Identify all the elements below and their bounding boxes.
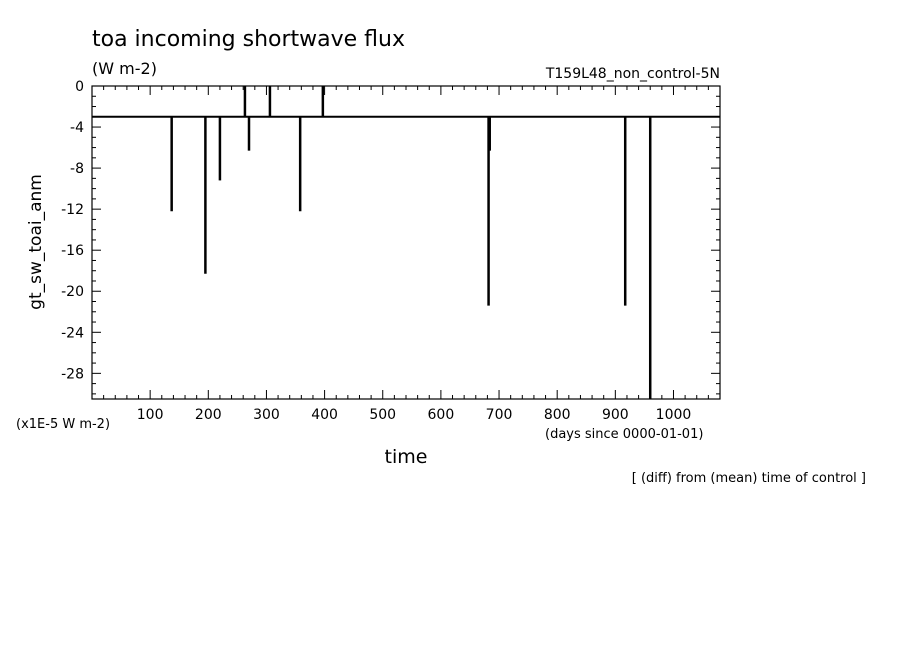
y-tick-label: -24 (61, 325, 84, 341)
x-tick-label: 600 (428, 407, 455, 423)
chart-title: toa incoming shortwave flux (92, 27, 405, 52)
y-tick-label: -16 (61, 243, 84, 259)
y-axis-label: gt_sw_toai_anm (26, 174, 46, 310)
y-tick-label: -28 (61, 366, 84, 382)
x-tick-label: 200 (195, 407, 222, 423)
plot-frame (91, 85, 721, 400)
x-axis-units: (days since 0000-01-01) (545, 427, 703, 442)
y-axis: 0 -4 -8 -12 -16 -20 -24 -28 (61, 79, 720, 395)
x-tick-label: 400 (311, 407, 338, 423)
x-tick-label: 100 (137, 407, 164, 423)
x-tick-label: 500 (369, 407, 396, 423)
x-tick-label: 700 (486, 407, 513, 423)
y-tick-label: 0 (75, 79, 84, 95)
plot-marks (92, 86, 720, 399)
y-scale-note: (x1E-5 W m-2) (16, 417, 110, 432)
x-tick-label: 800 (544, 407, 571, 423)
chart-units: (W m-2) (92, 59, 157, 78)
x-axis: 100 200 300 400 500 600 700 800 900 1000 (91, 86, 721, 423)
x-tick-label: 300 (253, 407, 280, 423)
y-tick-label: -4 (70, 120, 84, 136)
x-tick-label: 900 (602, 407, 629, 423)
y-tick-label: -12 (61, 202, 84, 218)
x-tick-label: 1000 (656, 407, 692, 423)
y-tick-label: -8 (70, 161, 84, 177)
x-axis-label: time (385, 446, 428, 468)
footnote: [ (diff) from (mean) time of control ] (632, 471, 866, 486)
experiment-label: T159L48_non_control-5N (545, 66, 720, 82)
y-tick-label: -20 (61, 284, 84, 300)
